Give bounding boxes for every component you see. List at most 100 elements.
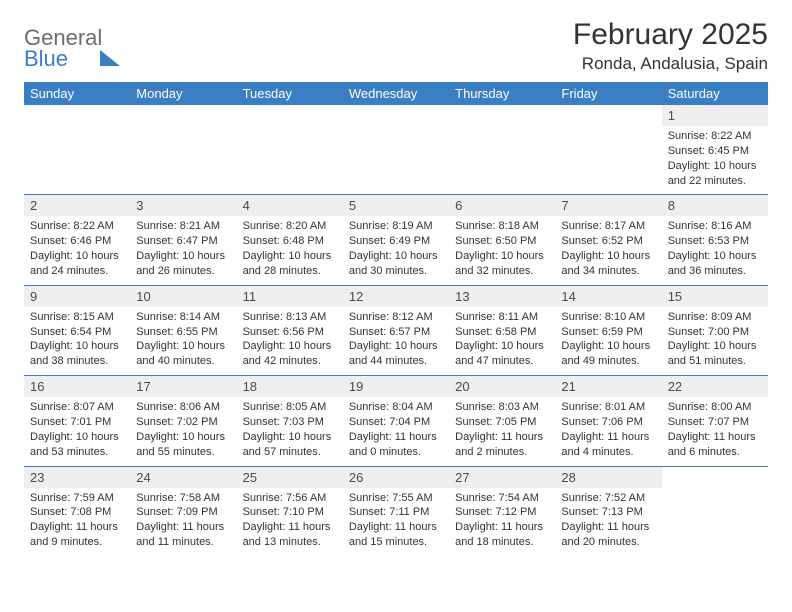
- sunset-text: Sunset: 6:57 PM: [349, 325, 443, 340]
- sunset-text: Sunset: 7:09 PM: [136, 505, 230, 520]
- sunrise-text: Sunrise: 8:05 AM: [243, 400, 337, 415]
- sunset-text: Sunset: 7:12 PM: [455, 505, 549, 520]
- day-header: Friday: [555, 82, 661, 105]
- sunrise-text: Sunrise: 7:54 AM: [455, 491, 549, 506]
- sunrise-text: Sunrise: 8:13 AM: [243, 310, 337, 325]
- sunrise-text: Sunrise: 8:22 AM: [30, 219, 124, 234]
- calendar-table: Sunday Monday Tuesday Wednesday Thursday…: [24, 82, 768, 556]
- day-header: Thursday: [449, 82, 555, 105]
- daylight-text: Daylight: 10 hours and 47 minutes.: [455, 339, 549, 369]
- daylight-text: Daylight: 11 hours and 20 minutes.: [561, 520, 655, 550]
- sunset-text: Sunset: 6:54 PM: [30, 325, 124, 340]
- day-number: 17: [130, 376, 236, 397]
- calendar-head: Sunday Monday Tuesday Wednesday Thursday…: [24, 82, 768, 105]
- sunset-text: Sunset: 6:55 PM: [136, 325, 230, 340]
- sunset-text: Sunset: 6:58 PM: [455, 325, 549, 340]
- calendar-cell: 3Sunrise: 8:21 AMSunset: 6:47 PMDaylight…: [130, 195, 236, 285]
- day-body: Sunrise: 8:15 AMSunset: 6:54 PMDaylight:…: [24, 307, 130, 375]
- day-body: Sunrise: 8:06 AMSunset: 7:02 PMDaylight:…: [130, 397, 236, 465]
- day-number: 24: [130, 467, 236, 488]
- sunrise-text: Sunrise: 7:52 AM: [561, 491, 655, 506]
- day-number: 14: [555, 286, 661, 307]
- calendar-cell: 21Sunrise: 8:01 AMSunset: 7:06 PMDayligh…: [555, 376, 661, 466]
- sunset-text: Sunset: 6:48 PM: [243, 234, 337, 249]
- day-body: Sunrise: 8:19 AMSunset: 6:49 PMDaylight:…: [343, 216, 449, 284]
- day-number: 6: [449, 195, 555, 216]
- logo-text: General Blue: [24, 28, 120, 70]
- day-body: Sunrise: 8:10 AMSunset: 6:59 PMDaylight:…: [555, 307, 661, 375]
- calendar-cell: [662, 466, 768, 556]
- day-body: Sunrise: 8:04 AMSunset: 7:04 PMDaylight:…: [343, 397, 449, 465]
- sunset-text: Sunset: 6:52 PM: [561, 234, 655, 249]
- sunrise-text: Sunrise: 8:21 AM: [136, 219, 230, 234]
- sunset-text: Sunset: 7:11 PM: [349, 505, 443, 520]
- logo-triangle-icon: [100, 25, 120, 66]
- daylight-text: Daylight: 11 hours and 4 minutes.: [561, 430, 655, 460]
- daylight-text: Daylight: 10 hours and 38 minutes.: [30, 339, 124, 369]
- day-header: Wednesday: [343, 82, 449, 105]
- day-number: 20: [449, 376, 555, 397]
- page-subtitle: Ronda, Andalusia, Spain: [573, 54, 768, 74]
- daylight-text: Daylight: 10 hours and 53 minutes.: [30, 430, 124, 460]
- sunrise-text: Sunrise: 8:04 AM: [349, 400, 443, 415]
- sunset-text: Sunset: 7:07 PM: [668, 415, 762, 430]
- sunset-text: Sunset: 6:56 PM: [243, 325, 337, 340]
- day-number: 9: [24, 286, 130, 307]
- calendar-cell: 9Sunrise: 8:15 AMSunset: 6:54 PMDaylight…: [24, 285, 130, 375]
- day-body: Sunrise: 8:07 AMSunset: 7:01 PMDaylight:…: [24, 397, 130, 465]
- day-number: 2: [24, 195, 130, 216]
- logo-line2: Blue: [24, 46, 68, 71]
- day-number: 27: [449, 467, 555, 488]
- daylight-text: Daylight: 10 hours and 34 minutes.: [561, 249, 655, 279]
- calendar-cell: 12Sunrise: 8:12 AMSunset: 6:57 PMDayligh…: [343, 285, 449, 375]
- sunrise-text: Sunrise: 8:01 AM: [561, 400, 655, 415]
- day-body: Sunrise: 7:54 AMSunset: 7:12 PMDaylight:…: [449, 488, 555, 556]
- day-body: Sunrise: 8:09 AMSunset: 7:00 PMDaylight:…: [662, 307, 768, 375]
- day-number: 15: [662, 286, 768, 307]
- calendar-cell: 2Sunrise: 8:22 AMSunset: 6:46 PMDaylight…: [24, 195, 130, 285]
- day-header: Sunday: [24, 82, 130, 105]
- sunrise-text: Sunrise: 8:17 AM: [561, 219, 655, 234]
- day-number: 28: [555, 467, 661, 488]
- daylight-text: Daylight: 11 hours and 2 minutes.: [455, 430, 549, 460]
- sunset-text: Sunset: 7:08 PM: [30, 505, 124, 520]
- daylight-text: Daylight: 11 hours and 0 minutes.: [349, 430, 443, 460]
- calendar-cell: 27Sunrise: 7:54 AMSunset: 7:12 PMDayligh…: [449, 466, 555, 556]
- day-header: Monday: [130, 82, 236, 105]
- calendar-cell: [449, 105, 555, 195]
- calendar-cell: 18Sunrise: 8:05 AMSunset: 7:03 PMDayligh…: [237, 376, 343, 466]
- calendar-cell: 19Sunrise: 8:04 AMSunset: 7:04 PMDayligh…: [343, 376, 449, 466]
- day-body: Sunrise: 8:21 AMSunset: 6:47 PMDaylight:…: [130, 216, 236, 284]
- sunset-text: Sunset: 7:10 PM: [243, 505, 337, 520]
- daylight-text: Daylight: 10 hours and 42 minutes.: [243, 339, 337, 369]
- day-number: 22: [662, 376, 768, 397]
- day-number: 8: [662, 195, 768, 216]
- sunrise-text: Sunrise: 7:56 AM: [243, 491, 337, 506]
- daylight-text: Daylight: 10 hours and 30 minutes.: [349, 249, 443, 279]
- sunrise-text: Sunrise: 8:03 AM: [455, 400, 549, 415]
- day-body: Sunrise: 8:16 AMSunset: 6:53 PMDaylight:…: [662, 216, 768, 284]
- sunrise-text: Sunrise: 8:20 AM: [243, 219, 337, 234]
- daylight-text: Daylight: 10 hours and 49 minutes.: [561, 339, 655, 369]
- sunset-text: Sunset: 7:13 PM: [561, 505, 655, 520]
- day-body: Sunrise: 8:11 AMSunset: 6:58 PMDaylight:…: [449, 307, 555, 375]
- daylight-text: Daylight: 10 hours and 32 minutes.: [455, 249, 549, 279]
- sunset-text: Sunset: 6:53 PM: [668, 234, 762, 249]
- sunset-text: Sunset: 7:06 PM: [561, 415, 655, 430]
- daylight-text: Daylight: 10 hours and 22 minutes.: [668, 159, 762, 189]
- day-body: Sunrise: 8:12 AMSunset: 6:57 PMDaylight:…: [343, 307, 449, 375]
- calendar-cell: 5Sunrise: 8:19 AMSunset: 6:49 PMDaylight…: [343, 195, 449, 285]
- day-number: 25: [237, 467, 343, 488]
- sunrise-text: Sunrise: 7:55 AM: [349, 491, 443, 506]
- calendar-cell: 13Sunrise: 8:11 AMSunset: 6:58 PMDayligh…: [449, 285, 555, 375]
- header-row: General Blue February 2025 Ronda, Andalu…: [24, 18, 768, 74]
- day-body: Sunrise: 8:13 AMSunset: 6:56 PMDaylight:…: [237, 307, 343, 375]
- sunset-text: Sunset: 7:04 PM: [349, 415, 443, 430]
- sunset-text: Sunset: 7:05 PM: [455, 415, 549, 430]
- sunset-text: Sunset: 6:50 PM: [455, 234, 549, 249]
- day-body: Sunrise: 8:05 AMSunset: 7:03 PMDaylight:…: [237, 397, 343, 465]
- page-title: February 2025: [573, 18, 768, 52]
- calendar-cell: 6Sunrise: 8:18 AMSunset: 6:50 PMDaylight…: [449, 195, 555, 285]
- day-number: 13: [449, 286, 555, 307]
- sunrise-text: Sunrise: 8:15 AM: [30, 310, 124, 325]
